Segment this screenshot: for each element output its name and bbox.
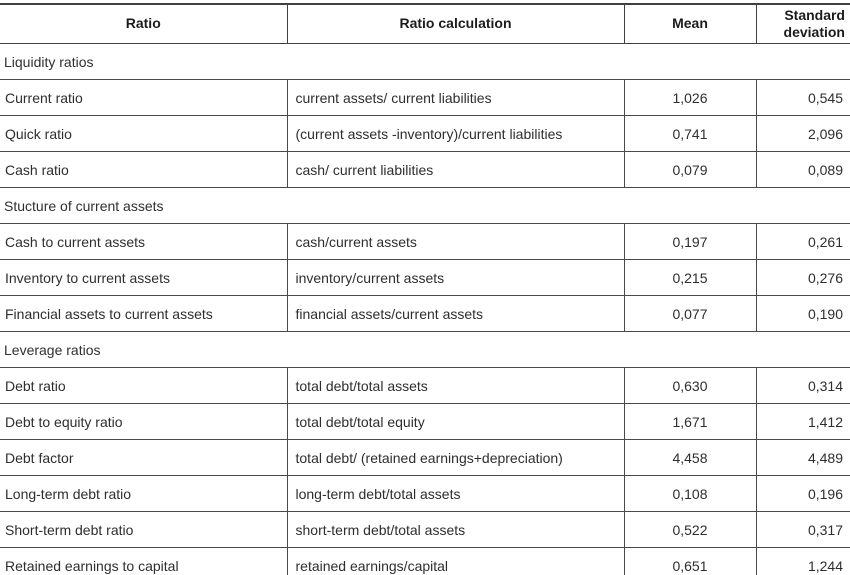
standard-deviation-value: 0,545: [756, 79, 850, 116]
mean-value: 4,458: [624, 439, 757, 476]
mean-value: 0,215: [624, 259, 757, 296]
ratio-calculation: short-term debt/total assets: [287, 511, 625, 548]
table-row: Quick ratio (current assets -inventory)/c…: [0, 115, 850, 152]
section-title: Stucture of current assets: [0, 187, 850, 224]
section-row: Stucture of current assets: [0, 187, 850, 224]
table-row: Retained earnings to capital retained ear…: [0, 547, 850, 575]
column-header-ratio-calculation: Ratio calculation: [287, 3, 625, 44]
section-title: Liquidity ratios: [0, 43, 850, 80]
mean-value: 0,197: [624, 223, 757, 260]
ratio-name: Debt factor: [0, 439, 288, 476]
mean-value: 0,630: [624, 367, 757, 404]
ratio-name: Debt ratio: [0, 367, 288, 404]
ratio-name: Retained earnings to capital: [0, 547, 288, 575]
mean-value: 0,522: [624, 511, 757, 548]
header-row: Ratio Ratio calculation Mean Standard de…: [0, 3, 850, 44]
ratio-name: Debt to equity ratio: [0, 403, 288, 440]
standard-deviation-value: 0,314: [756, 367, 850, 404]
column-header-mean: Mean: [624, 3, 757, 44]
section-title: Leverage ratios: [0, 331, 850, 368]
table-row: Financial assets to current assets financ…: [0, 295, 850, 332]
standard-deviation-value: 0,276: [756, 259, 850, 296]
table-row: Short-term debt ratio short-term debt/tot…: [0, 511, 850, 548]
table-row: Long-term debt ratio long-term debt/total…: [0, 475, 850, 512]
ratio-name: Inventory to current assets: [0, 259, 288, 296]
mean-value: 0,108: [624, 475, 757, 512]
ratio-name: Quick ratio: [0, 115, 288, 152]
ratio-name: Financial assets to current assets: [0, 295, 288, 332]
ratio-name: Current ratio: [0, 79, 288, 116]
ratio-name: Long-term debt ratio: [0, 475, 288, 512]
ratio-name: Short-term debt ratio: [0, 511, 288, 548]
standard-deviation-value: 0,089: [756, 151, 850, 188]
mean-value: 0,079: [624, 151, 757, 188]
ratio-calculation: inventory/current assets: [287, 259, 625, 296]
section-row: Liquidity ratios: [0, 43, 850, 80]
ratio-calculation: long-term debt/total assets: [287, 475, 625, 512]
table-row: Debt factor total debt/ (retained earning…: [0, 439, 850, 476]
mean-value: 0,077: [624, 295, 757, 332]
column-header-ratio: Ratio: [0, 3, 288, 44]
mean-value: 1,026: [624, 79, 757, 116]
ratio-calculation: (current assets -inventory)/current liab…: [287, 115, 625, 152]
table-row: Debt ratio total debt/total assets 0,630 0,…: [0, 367, 850, 404]
standard-deviation-value: 1,412: [756, 403, 850, 440]
mean-value: 1,671: [624, 403, 757, 440]
mean-value: 0,651: [624, 547, 757, 575]
standard-deviation-value: 0,261: [756, 223, 850, 260]
ratio-name: Cash to current assets: [0, 223, 288, 260]
standard-deviation-value: 2,096: [756, 115, 850, 152]
ratio-calculation: cash/current assets: [287, 223, 625, 260]
standard-deviation-value: 4,489: [756, 439, 850, 476]
section-row: Leverage ratios: [0, 331, 850, 368]
ratio-calculation: retained earnings/capital: [287, 547, 625, 575]
standard-deviation-value: 1,244: [756, 547, 850, 575]
standard-deviation-value: 0,190: [756, 295, 850, 332]
mean-value: 0,741: [624, 115, 757, 152]
standard-deviation-value: 0,196: [756, 475, 850, 512]
ratio-calculation: total debt/ (retained earnings+depreciat…: [287, 439, 625, 476]
table-row: Current ratio current assets/ current lia…: [0, 79, 850, 116]
column-header-standard-deviation: Standard deviation: [756, 3, 850, 44]
ratio-calculation: cash/ current liabilities: [287, 151, 625, 188]
table-row: Inventory to current assets inventory/cur…: [0, 259, 850, 296]
ratio-calculation: financial assets/current assets: [287, 295, 625, 332]
ratios-table-body: Liquidity ratios Current ratio current ass…: [0, 43, 850, 575]
standard-deviation-value: 0,317: [756, 511, 850, 548]
table-row: Cash to current assets cash/current asset…: [0, 223, 850, 260]
ratio-calculation: total debt/total assets: [287, 367, 625, 404]
table-row: Debt to equity ratio total debt/total equ…: [0, 403, 850, 440]
ratio-name: Cash ratio: [0, 151, 288, 188]
ratio-calculation: current assets/ current liabilities: [287, 79, 625, 116]
ratios-table: Ratio Ratio calculation Mean Standard de…: [0, 3, 850, 575]
table-row: Cash ratio cash/ current liabilities 0,079…: [0, 151, 850, 188]
ratio-calculation: total debt/total equity: [287, 403, 625, 440]
